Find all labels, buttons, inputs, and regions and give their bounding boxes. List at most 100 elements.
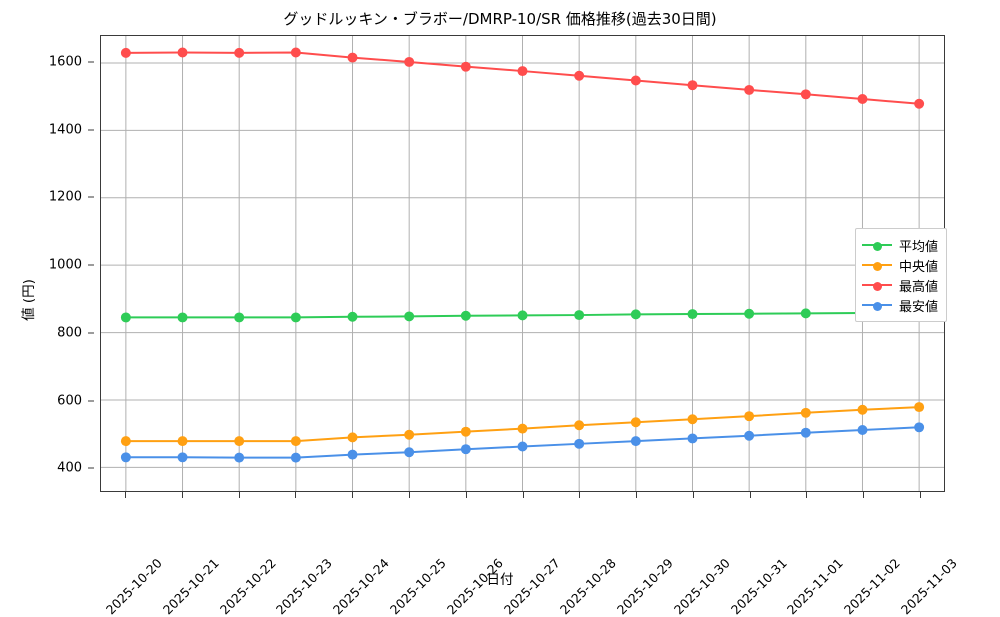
data-point <box>347 449 358 460</box>
data-point <box>517 310 528 321</box>
data-point <box>290 452 301 463</box>
y-tick-mark <box>88 61 94 63</box>
data-point <box>234 436 245 447</box>
data-point <box>800 89 811 100</box>
data-point <box>574 310 585 321</box>
x-tick-mark <box>522 492 524 498</box>
y-tick-mark <box>88 332 94 334</box>
data-point <box>290 312 301 323</box>
data-point <box>857 404 868 415</box>
x-tick-mark <box>238 492 240 498</box>
data-point <box>404 56 415 67</box>
x-tick-mark <box>352 492 354 498</box>
grid-lines <box>101 36 944 491</box>
data-point <box>744 84 755 95</box>
data-point <box>460 310 471 321</box>
x-tick-mark <box>124 492 126 498</box>
y-tick-label: 400 <box>57 460 82 476</box>
data-point <box>404 311 415 322</box>
legend-item-0[interactable]: 平均値 <box>862 235 938 255</box>
legend-label: 最安値 <box>899 299 939 315</box>
data-point <box>574 70 585 81</box>
legend-label: 最高値 <box>899 279 939 295</box>
price-trend-chart-figure: グッドルッキン・ブラボー/DMRP-10/SR 価格推移(過去30日間) 値 (… <box>0 10 960 617</box>
data-point <box>120 436 131 447</box>
legend-marker-icon <box>862 278 892 292</box>
data-point <box>914 402 925 413</box>
data-point <box>630 309 641 320</box>
y-tick-mark <box>88 467 94 469</box>
y-tick-label: 1200 <box>48 189 82 205</box>
chart-legend: 平均値 中央値最高値最安値 <box>855 228 948 322</box>
x-tick-mark <box>863 492 865 498</box>
y-tick-mark <box>88 129 94 131</box>
data-point <box>460 444 471 455</box>
data-point <box>517 441 528 452</box>
x-tick-mark <box>295 492 297 498</box>
data-series-layer <box>120 47 925 463</box>
data-point <box>800 427 811 438</box>
data-point <box>347 311 358 322</box>
data-point <box>460 426 471 437</box>
legend-item-1[interactable]: 中央値 <box>862 255 938 275</box>
legend-marker-icon <box>862 298 892 312</box>
data-point <box>347 432 358 443</box>
data-point <box>177 47 188 58</box>
x-tick-mark <box>692 492 694 498</box>
x-axis-tick-labels: 2025-10-20 2025-10-21 2025-10-22 2025-10-23… <box>100 492 960 617</box>
legend-item-3[interactable]: 最安値 <box>862 295 938 315</box>
data-point <box>687 309 698 320</box>
data-point <box>517 66 528 77</box>
x-tick-mark <box>806 492 808 498</box>
data-point <box>687 433 698 444</box>
y-tick-mark <box>88 400 94 402</box>
data-point <box>630 436 641 447</box>
y-tick-mark <box>88 264 94 266</box>
x-tick-mark <box>749 492 751 498</box>
data-point <box>177 312 188 323</box>
x-tick-mark <box>920 492 922 498</box>
y-tick-label: 600 <box>57 393 82 409</box>
data-point <box>177 452 188 463</box>
x-tick-mark <box>181 492 183 498</box>
data-point <box>574 438 585 449</box>
legend-item-2[interactable]: 最高値 <box>862 275 938 295</box>
y-tick-label: 1000 <box>48 257 82 273</box>
y-axis-tick-labels: 400 600 800 1000 1200 1400 1600 <box>0 35 94 492</box>
data-point <box>460 61 471 72</box>
x-tick-mark <box>636 492 638 498</box>
data-point <box>687 80 698 91</box>
data-point <box>517 423 528 434</box>
x-tick-mark <box>465 492 467 498</box>
data-point <box>744 430 755 441</box>
x-axis-label: 日付 <box>486 572 514 588</box>
data-point <box>234 452 245 463</box>
data-point <box>574 420 585 431</box>
legend-marker-icon <box>862 238 892 252</box>
data-point <box>687 414 698 425</box>
data-point <box>857 425 868 435</box>
data-point <box>120 452 131 463</box>
plot-area <box>100 35 945 492</box>
series-line-2 <box>124 51 921 105</box>
data-point <box>744 411 755 422</box>
x-tick-mark <box>408 492 410 498</box>
data-point <box>744 308 755 319</box>
y-tick-mark <box>88 196 94 198</box>
data-point <box>914 422 925 433</box>
data-point <box>404 429 415 440</box>
y-tick-label: 1600 <box>48 54 82 70</box>
data-point <box>120 47 131 58</box>
legend-label: 平均値 <box>899 239 939 255</box>
data-point <box>857 94 868 105</box>
data-point <box>290 436 301 447</box>
chart-title: グッドルッキン・ブラボー/DMRP-10/SR 価格推移(過去30日間) <box>283 10 717 28</box>
data-point <box>404 447 415 458</box>
y-tick-label: 1400 <box>48 122 82 138</box>
data-point <box>914 98 925 109</box>
legend-marker-icon <box>862 258 892 272</box>
data-point <box>234 312 245 323</box>
data-point <box>800 308 811 319</box>
data-point <box>177 436 188 447</box>
data-point <box>290 47 301 58</box>
